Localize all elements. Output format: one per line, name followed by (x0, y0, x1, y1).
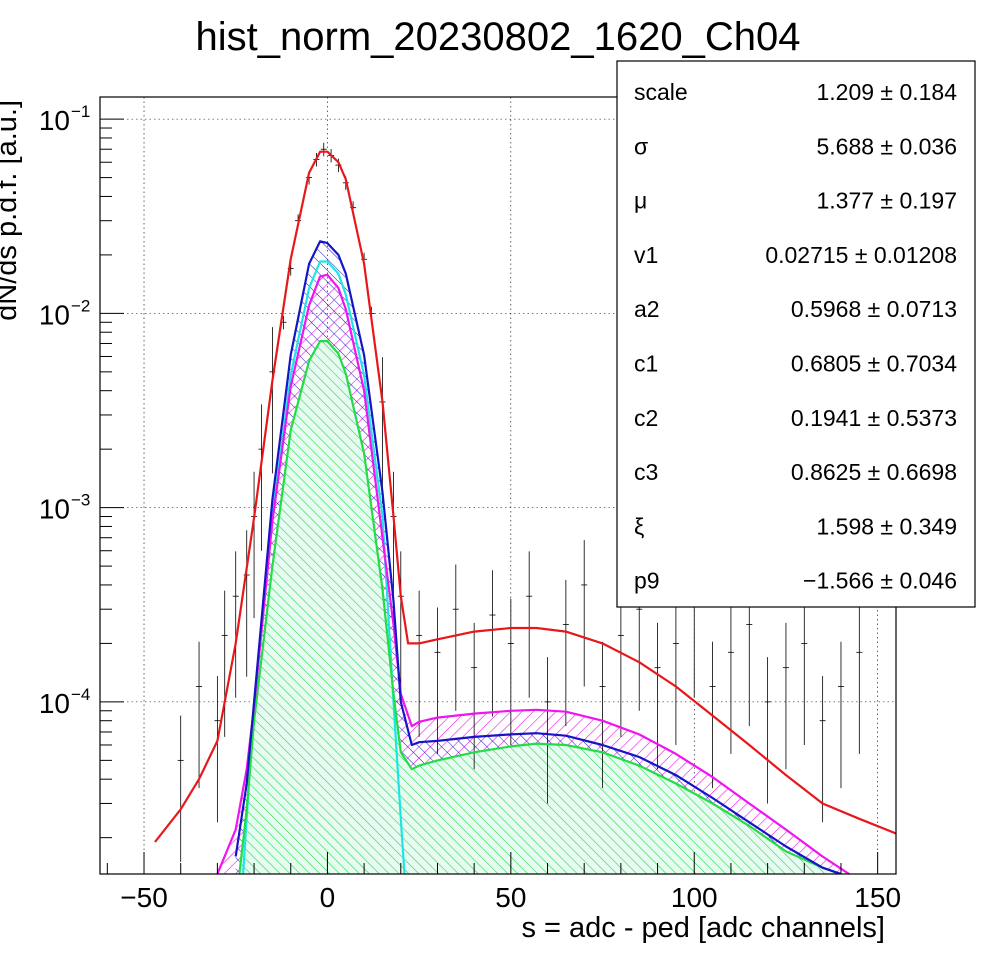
stat-name: p9 (634, 568, 660, 594)
stat-value: 1.598 ± 0.349 (816, 513, 957, 539)
component-fills (217, 241, 860, 874)
stats-box-frame (616, 60, 976, 608)
stat-value: 0.5968 ± 0.0713 (791, 296, 957, 322)
stat-value: 0.02715 ± 0.01208 (765, 242, 957, 268)
y-axis: 10−410−310−210−1 (39, 102, 124, 839)
stats-box: scale 1.209 ± 0.184 σ 5.688 ± 0.036 μ 1.377 ±… (616, 60, 976, 608)
stat-name: c3 (634, 459, 658, 485)
fit-curves (154, 150, 896, 874)
blue-fit-curve (234, 240, 842, 874)
stat-name: σ (634, 133, 648, 159)
magenta-fit-curve (216, 273, 852, 874)
y-tick-exponent: −3 (71, 491, 90, 510)
stats-rows: scale 1.209 ± 0.184 σ 5.688 ± 0.036 μ 1.377 ±… (634, 79, 957, 594)
x-tick-label: 150 (854, 882, 901, 913)
y-tick-label: 10 (39, 688, 70, 719)
chart-title: hist_norm_20230802_1620_Ch04 (196, 15, 801, 59)
green-hatch-area (239, 341, 841, 874)
y-tick-label: 10 (39, 494, 70, 525)
x-tick-label: 0 (320, 882, 336, 913)
green-fit-curve (238, 340, 842, 874)
x-tick-label: 50 (495, 882, 526, 913)
x-axis-label: s = adc - ped [adc channels] (521, 912, 885, 944)
stat-name: c1 (634, 351, 658, 377)
x-axis: −50 0 50 100 150 (106, 852, 901, 913)
stat-value: 5.688 ± 0.036 (816, 133, 957, 159)
y-tick-exponent: −2 (71, 296, 90, 315)
stat-value: 1.209 ± 0.184 (816, 79, 957, 105)
y-axis-label: dN/ds p.d.f. [a.u.] (0, 100, 23, 321)
stat-value: −1.566 ± 0.046 (803, 568, 957, 594)
stat-value: 0.1941 ± 0.5373 (791, 405, 957, 431)
stat-name: μ (634, 188, 647, 214)
y-tick-exponent: −1 (71, 102, 90, 121)
stat-value: 1.377 ± 0.197 (816, 188, 957, 214)
x-tick-label: −50 (120, 882, 168, 913)
stat-name: ξ (634, 513, 644, 539)
stat-value: 0.8625 ± 0.6698 (791, 459, 957, 485)
y-tick-label: 10 (39, 299, 70, 330)
stat-name: scale (634, 79, 688, 105)
y-tick-label: 10 (39, 105, 70, 136)
stat-value: 0.6805 ± 0.7034 (791, 351, 957, 377)
stat-name: a2 (634, 296, 660, 322)
x-tick-label: 100 (671, 882, 718, 913)
red-fit-curve (154, 150, 896, 843)
stat-name: v1 (634, 242, 658, 268)
y-tick-exponent: −4 (71, 685, 90, 704)
stat-name: c2 (634, 405, 658, 431)
